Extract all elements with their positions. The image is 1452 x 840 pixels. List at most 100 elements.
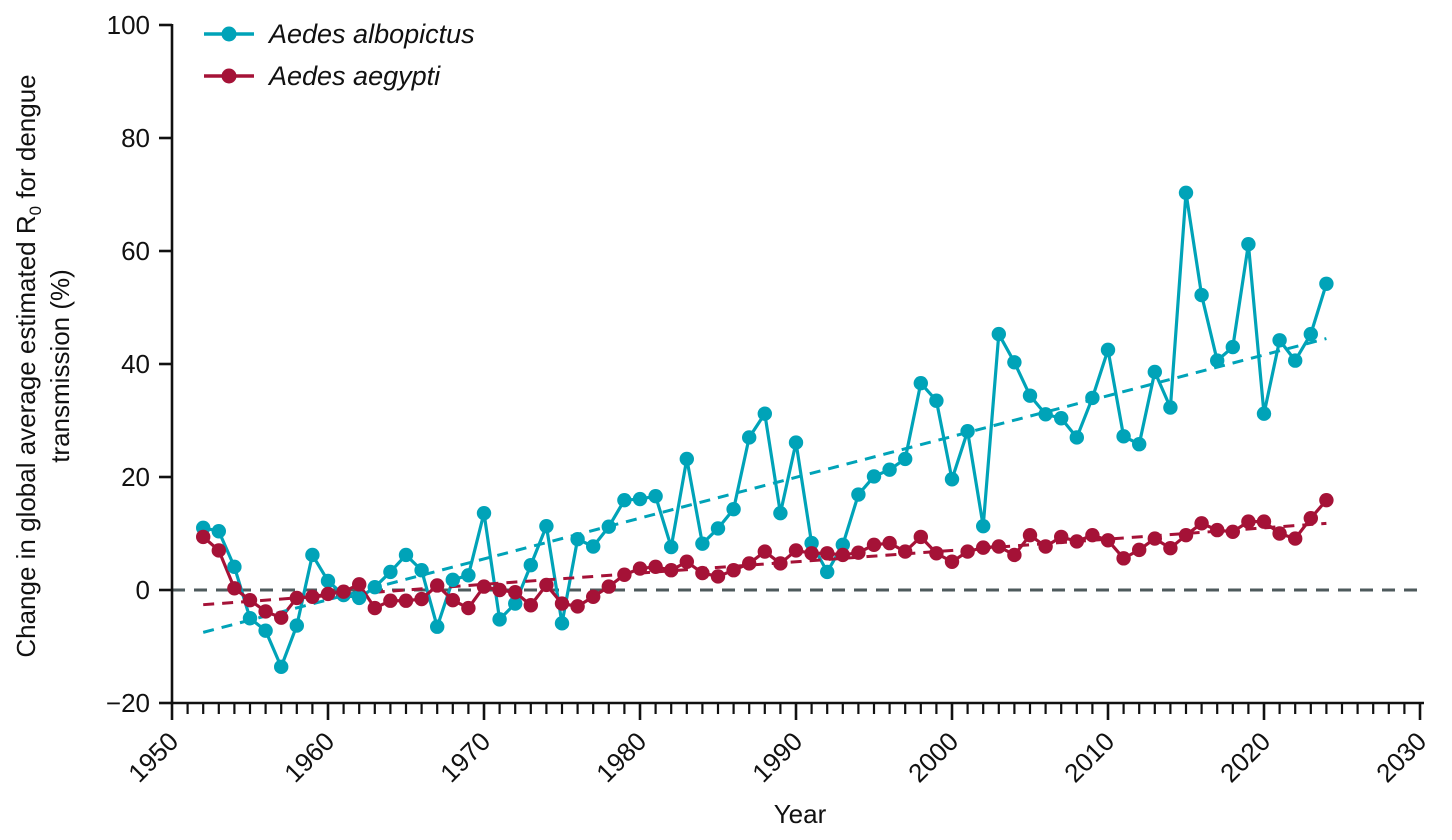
- data-point-aedes-albopictus: [242, 611, 258, 626]
- data-point-aedes-albopictus: [289, 618, 304, 633]
- data-point-aedes-albopictus: [1054, 411, 1069, 426]
- data-point-aedes-aegypti: [976, 540, 991, 555]
- data-point-aedes-aegypti: [960, 544, 975, 559]
- data-point-aedes-aegypti: [835, 547, 850, 563]
- legend-marker-aegypti-icon: [204, 68, 254, 84]
- data-point-aedes-albopictus: [445, 572, 460, 588]
- data-point-aedes-albopictus: [367, 579, 382, 595]
- data-point-aedes-albopictus: [1272, 333, 1287, 348]
- data-point-aedes-albopictus: [398, 547, 414, 563]
- data-point-aedes-albopictus: [1256, 406, 1272, 421]
- data-point-aedes-albopictus: [211, 524, 226, 539]
- data-point-aedes-albopictus: [1241, 237, 1256, 252]
- data-point-aedes-aegypti: [913, 529, 928, 545]
- data-point-aedes-aegypti: [570, 599, 585, 614]
- data-point-aedes-albopictus: [1163, 400, 1178, 415]
- data-point-aedes-albopictus: [1178, 185, 1194, 201]
- x-tick-label: 2030: [1370, 726, 1432, 788]
- x-tick-label: 1970: [434, 726, 496, 788]
- data-point-aedes-albopictus: [695, 536, 710, 551]
- data-point-aedes-albopictus: [835, 537, 850, 552]
- legend-label-aegypti: Aedes aegypti: [269, 60, 441, 91]
- data-point-aedes-aegypti: [445, 592, 460, 608]
- data-point-aedes-albopictus: [508, 596, 523, 611]
- data-point-aedes-albopictus: [913, 376, 928, 391]
- data-point-aedes-albopictus: [383, 564, 398, 580]
- data-point-aedes-aegypti: [1241, 514, 1256, 529]
- legend: Aedes albopictus Aedes aegypti: [203, 13, 475, 97]
- data-point-aedes-aegypti: [1100, 533, 1116, 548]
- x-tick-label: 1950: [122, 726, 184, 788]
- data-point-aedes-aegypti: [196, 529, 211, 545]
- data-point-aedes-aegypti: [539, 577, 554, 593]
- data-point-aedes-albopictus: [944, 472, 960, 487]
- data-point-aedes-albopictus: [570, 531, 585, 547]
- data-point-aedes-aegypti: [929, 546, 944, 561]
- data-point-aedes-aegypti: [1007, 547, 1022, 563]
- x-tick-label: 2000: [902, 726, 964, 788]
- data-point-aedes-aegypti: [648, 559, 663, 575]
- data-point-aedes-aegypti: [1194, 516, 1209, 531]
- data-point-aedes-albopictus: [1022, 388, 1038, 403]
- x-axis-title: Year: [773, 799, 827, 829]
- data-point-aedes-aegypti: [1272, 526, 1287, 541]
- data-point-aedes-aegypti: [1303, 511, 1319, 526]
- data-point-aedes-albopictus: [1303, 326, 1319, 342]
- data-point-aedes-aegypti: [305, 589, 320, 604]
- data-point-aedes-albopictus: [601, 519, 616, 534]
- data-point-aedes-albopictus: [476, 505, 492, 521]
- data-point-aedes-albopictus: [258, 623, 273, 638]
- trend-line-aedes-aegypti: [203, 521, 1327, 607]
- data-point-aedes-albopictus: [414, 563, 429, 578]
- data-point-aedes-aegypti: [1225, 524, 1241, 540]
- data-point-aedes-aegypti: [414, 591, 429, 607]
- y-axis-title: Change in global average estimated R0 fo…: [9, 16, 81, 716]
- data-point-aedes-albopictus: [960, 424, 975, 439]
- data-point-aedes-aegypti: [695, 565, 710, 581]
- data-point-aedes-albopictus: [976, 518, 991, 534]
- data-point-aedes-aegypti: [398, 593, 414, 608]
- x-tick-label: 1980: [590, 726, 652, 788]
- data-point-aedes-aegypti: [1319, 492, 1334, 508]
- data-point-aedes-aegypti: [1210, 522, 1225, 538]
- data-point-aedes-aegypti: [367, 600, 382, 616]
- series-line-aedes-aegypti: [201, 498, 1329, 620]
- data-point-aedes-albopictus: [274, 659, 289, 675]
- data-point-aedes-albopictus: [305, 547, 320, 563]
- data-point-aedes-albopictus: [991, 326, 1006, 342]
- data-point-aedes-albopictus: [523, 557, 538, 573]
- y-tick-label: 20: [121, 462, 150, 492]
- data-point-aedes-aegypti: [320, 586, 336, 602]
- data-point-aedes-albopictus: [492, 612, 507, 627]
- y-tick-label: −20: [106, 688, 150, 718]
- data-point-aedes-aegypti: [1288, 531, 1303, 546]
- data-point-aedes-aegypti: [898, 544, 913, 559]
- data-point-aedes-aegypti: [492, 582, 507, 598]
- x-tick-label: 2020: [1214, 726, 1276, 788]
- data-point-aedes-aegypti: [679, 554, 694, 569]
- data-point-aedes-albopictus: [1116, 429, 1131, 444]
- series-line-aedes-albopictus: [201, 191, 1329, 669]
- trend-line-aedes-albopictus: [202, 337, 1327, 634]
- data-point-aedes-aegypti: [773, 556, 788, 571]
- data-point-aedes-albopictus: [554, 616, 570, 631]
- data-point-aedes-aegypti: [336, 584, 351, 599]
- data-point-aedes-albopictus: [726, 502, 741, 517]
- data-point-aedes-aegypti: [1132, 542, 1147, 558]
- data-point-aedes-aegypti: [1147, 531, 1163, 546]
- data-point-aedes-albopictus: [1100, 342, 1116, 358]
- data-point-aedes-albopictus: [1069, 430, 1085, 445]
- data-point-aedes-aegypti: [274, 610, 289, 625]
- data-point-aedes-albopictus: [1085, 390, 1100, 406]
- data-point-aedes-albopictus: [898, 451, 913, 467]
- y-tick-label: 40: [121, 349, 150, 379]
- data-point-aedes-albopictus: [461, 568, 476, 583]
- data-point-aedes-aegypti: [242, 592, 258, 608]
- legend-label-albopictus: Aedes albopictus: [269, 18, 475, 49]
- data-point-aedes-albopictus: [804, 535, 819, 551]
- data-point-aedes-aegypti: [1256, 514, 1272, 529]
- data-point-aedes-aegypti: [1163, 540, 1178, 556]
- data-point-aedes-albopictus: [352, 590, 367, 606]
- data-point-aedes-aegypti: [508, 585, 523, 600]
